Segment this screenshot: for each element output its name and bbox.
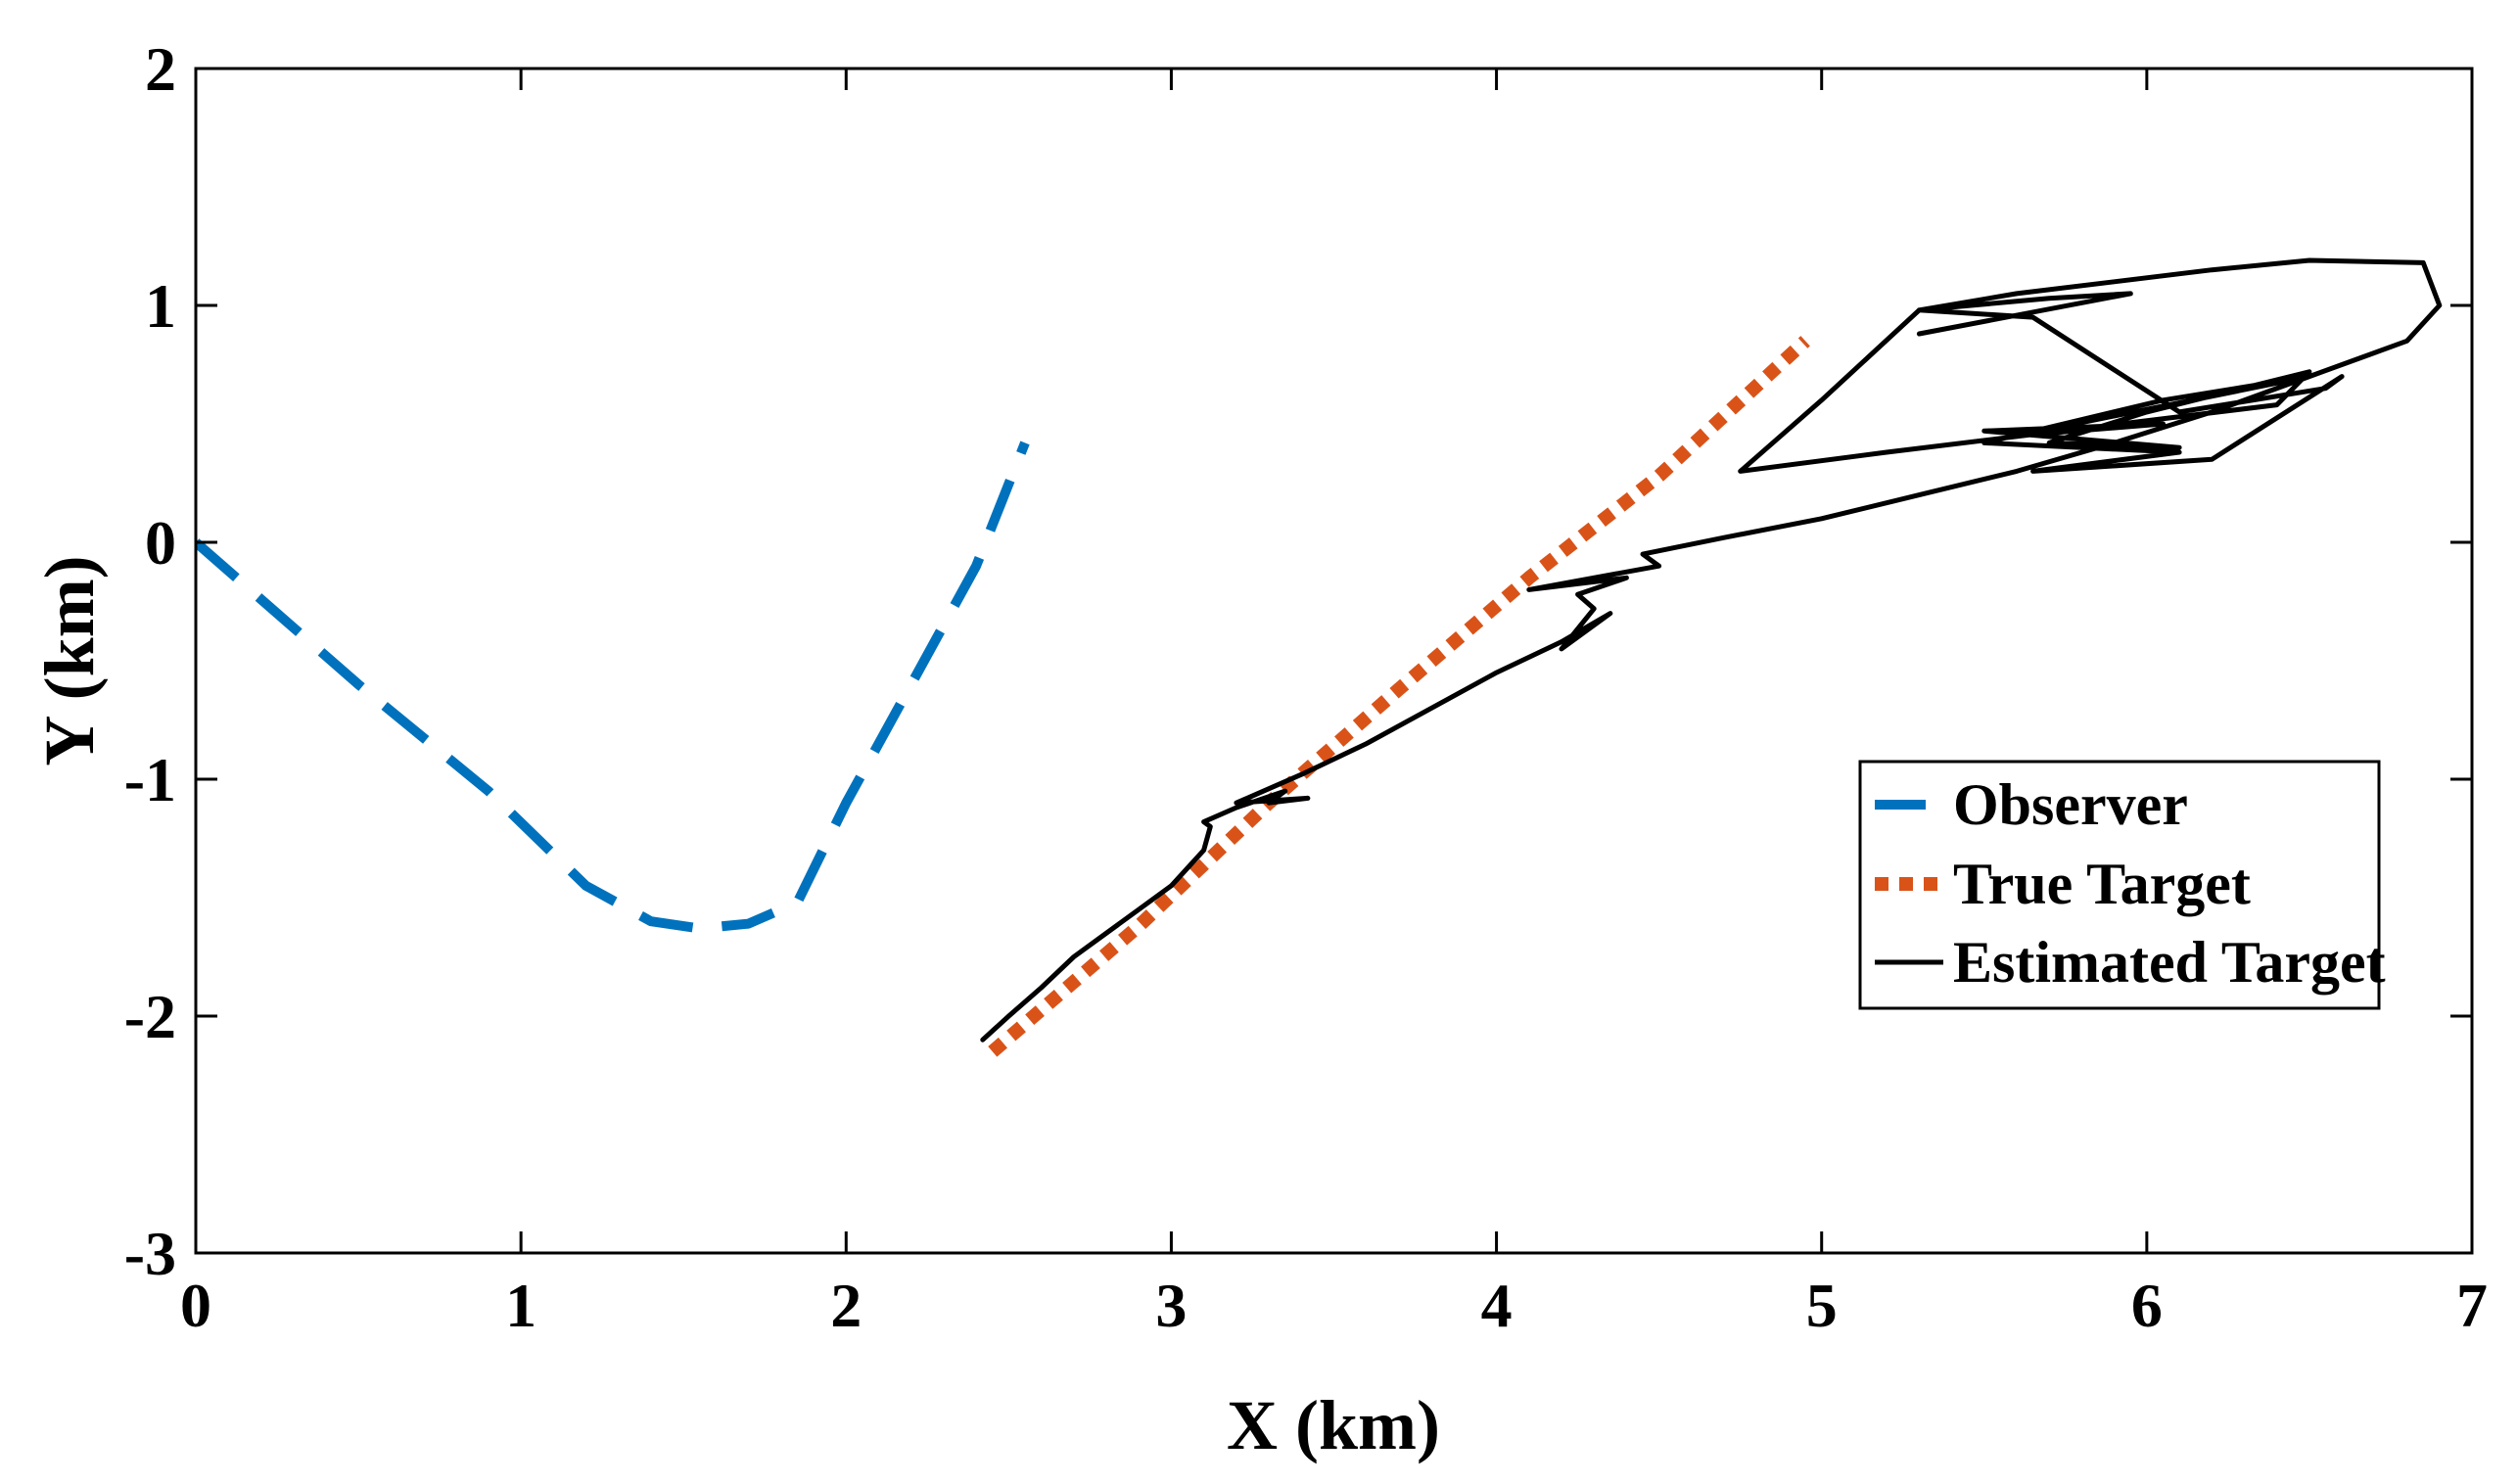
legend-box — [1858, 760, 2381, 1010]
y-tick-label: -2 — [124, 982, 176, 1051]
series-line-observer — [196, 441, 1030, 934]
y-tick-label: -1 — [124, 745, 176, 814]
y-tick-label: 0 — [145, 508, 176, 578]
x-tick-label: 5 — [1806, 1271, 1838, 1340]
y-tick-label: -3 — [124, 1219, 176, 1288]
legend-label-observer: Observer — [1953, 772, 2188, 837]
x-tick-label: 2 — [830, 1271, 862, 1340]
legend: Observer True Target Estimated Target — [1858, 760, 2386, 1010]
legend-label-true-target: True Target — [1953, 852, 2251, 916]
y-tick-label: 1 — [145, 271, 176, 341]
series-line-true-target — [988, 336, 1810, 1057]
x-tick-label: 4 — [1481, 1271, 1513, 1340]
y-axis-title: Y (km) — [30, 555, 109, 765]
x-tick-label: 1 — [505, 1271, 536, 1340]
legend-label-estimated-target: Estimated Target — [1953, 930, 2386, 995]
y-tick-label: 2 — [145, 34, 176, 104]
series-line-estimated-target — [980, 257, 2443, 1043]
x-tick-label: 7 — [2456, 1271, 2488, 1340]
x-tick-label: 0 — [180, 1271, 211, 1340]
x-tick-label: 3 — [1155, 1271, 1187, 1340]
plot-area-frame — [194, 67, 2474, 1255]
x-tick-label: 6 — [2131, 1271, 2163, 1340]
x-axis-title: X (km) — [1227, 1386, 1440, 1464]
